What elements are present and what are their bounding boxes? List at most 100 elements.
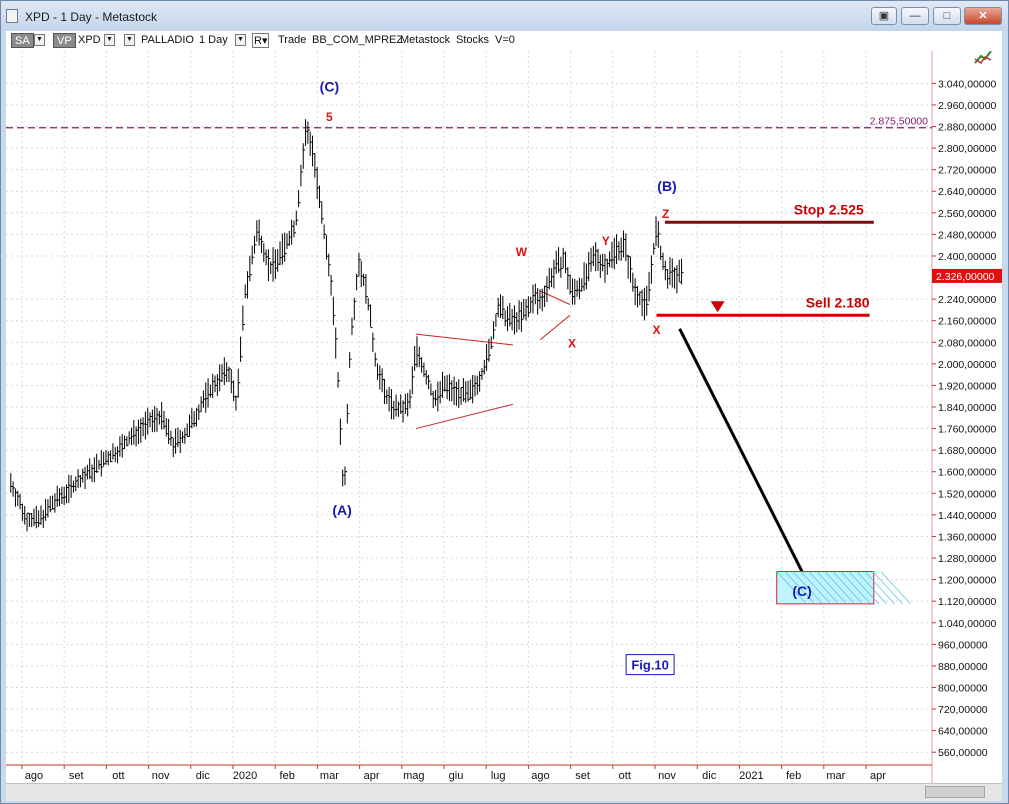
y-tick-label: 2.000,00000 [938, 359, 997, 371]
y-tick-label: 1.920,00000 [938, 380, 997, 392]
y-tick-label: 1.120,00000 [938, 596, 997, 608]
x-tick-label: lug [491, 770, 506, 782]
target-hatch [816, 571, 848, 605]
y-tick-label: 880,00000 [938, 661, 988, 673]
y-tick-label: 2.720,00000 [938, 165, 997, 177]
x-tick-label: mag [403, 770, 424, 782]
x-tick-label: ott [619, 770, 631, 782]
maximize-button[interactable]: □ [933, 7, 961, 25]
x-tick-label: feb [280, 770, 295, 782]
y-tick-label: 1.280,00000 [938, 553, 997, 565]
y-tick-label: 1.040,00000 [938, 618, 997, 630]
x-tick-label: mar [320, 770, 339, 782]
minimize-button[interactable]: — [901, 7, 929, 25]
y-tick-label: 2.880,00000 [938, 122, 997, 134]
target-hatch [872, 571, 904, 605]
chart-canvas[interactable]: 3.040,00000 2.960,00000 2.880,00000 2.800,0… [6, 50, 1002, 783]
volume-label: V=0 [495, 34, 515, 46]
x-axis: ago set ott nov dic 2020 feb mar apr mag giu lug ago… [6, 764, 932, 782]
price-chart[interactable]: 3.040,00000 2.960,00000 2.880,00000 2.800,0… [6, 50, 1002, 783]
y-tick-label: 1.200,00000 [938, 575, 997, 587]
x-tick-label: dic [702, 770, 717, 782]
x-tick-label: nov [658, 770, 676, 782]
trade-tool-icon[interactable] [972, 50, 994, 67]
sa-button[interactable]: SA [11, 33, 34, 48]
period-dropdown-icon[interactable]: ▼ [235, 34, 246, 46]
x-tick-label: dic [196, 770, 211, 782]
y-tick-label: 3.040,00000 [938, 78, 997, 90]
horizontal-scrollbar[interactable] [6, 783, 1002, 801]
title-bar[interactable]: XPD - 1 Day - Metastock ▣ — □ ✕ [1, 1, 1008, 31]
wave-label: Y [602, 234, 610, 248]
stop-label: Stop 2.525 [794, 201, 864, 217]
target-hatch [864, 571, 896, 605]
app-icon [6, 9, 18, 23]
target-hatch [880, 571, 912, 605]
stocks-label: Stocks [456, 34, 490, 46]
security-name: PALLADIO [141, 34, 194, 46]
y-tick-label: 560,00000 [938, 747, 988, 759]
vp-button[interactable]: VP [53, 33, 76, 48]
x-tick-label: ott [112, 770, 124, 782]
target-hatch [824, 571, 856, 605]
x-tick-label: set [69, 770, 84, 782]
sa-dropdown-icon[interactable]: ▼ [34, 34, 45, 46]
sell-arrow-icon [710, 301, 725, 313]
x-tick-label: nov [152, 770, 170, 782]
y-tick-label: 2.960,00000 [938, 100, 997, 112]
price-series [10, 119, 684, 532]
y-tick-label: 1.680,00000 [938, 445, 997, 457]
period-label[interactable]: 1 Day [199, 34, 228, 46]
trade-button[interactable]: Trade [278, 34, 307, 46]
figure-label: Fig.10 [631, 658, 669, 673]
wave-label: X [652, 323, 660, 337]
sell-label: Sell 2.180 [806, 294, 870, 310]
x-tick-label: 2020 [233, 770, 257, 782]
target-hatch [840, 571, 872, 605]
last-price-label: 2.326,00000 [936, 271, 995, 283]
x-tick-label: apr [364, 770, 380, 782]
symbol-label[interactable]: XPD [78, 34, 101, 46]
y-tick-label: 2.800,00000 [938, 143, 997, 155]
y-tick-label: 2.640,00000 [938, 186, 997, 198]
x-tick-label: set [575, 770, 590, 782]
projection-line [678, 328, 804, 573]
scrollbar-thumb[interactable] [925, 786, 985, 798]
wave-label: (B) [657, 178, 676, 194]
wave-labels: (C) 5 (A) W X Y (B) Z X (C) Fig.10 [320, 78, 812, 676]
y-tick-label: 2.240,00000 [938, 294, 997, 306]
triangle-lower-line [415, 403, 514, 430]
y-tick-label: 640,00000 [938, 726, 988, 738]
y-tick-label: 1.600,00000 [938, 467, 997, 479]
wave-label: (C) [792, 583, 811, 599]
chart-grid [6, 51, 932, 763]
target-hatch [776, 571, 808, 605]
options-dropdown-icon[interactable]: ▼ [124, 34, 135, 46]
y-tick-label: 2.560,00000 [938, 208, 997, 220]
chart-toolbar: SA ▼ VP XPD ▼ ▼ PALLADIO 1 Day ▼ R▾ Trad… [6, 31, 1002, 51]
data-source-label: BB_COM_MPREZ [312, 34, 404, 46]
close-button[interactable]: ✕ [964, 7, 1002, 25]
y-tick-label: 960,00000 [938, 639, 988, 651]
last-price-marker [932, 268, 1002, 283]
figure-label-box [625, 654, 675, 676]
restore-layout-icon[interactable]: ▣ [871, 7, 897, 25]
symbol-dropdown-icon[interactable]: ▼ [104, 34, 115, 46]
triangle2-upper-line [540, 290, 571, 305]
y-tick-label: 1.360,00000 [938, 531, 997, 543]
y-axis: 3.040,00000 2.960,00000 2.880,00000 2.800,0… [931, 51, 997, 783]
y-tick-label: 720,00000 [938, 704, 988, 716]
wave-label: W [516, 245, 528, 259]
target-hatch [856, 571, 888, 605]
triangle2-lower-line [540, 314, 571, 340]
y-tick-label: 1.840,00000 [938, 402, 997, 414]
y-tick-label: 2.080,00000 [938, 337, 997, 349]
r-button[interactable]: R▾ [252, 33, 270, 48]
wave-label: (C) [320, 78, 339, 94]
y-tick-label: 1.520,00000 [938, 488, 997, 500]
x-tick-label: giu [449, 770, 464, 782]
y-tick-label: 1.440,00000 [938, 510, 997, 522]
wave-label: X [568, 337, 576, 351]
resistance-label: 2.875,50000 [870, 116, 929, 128]
